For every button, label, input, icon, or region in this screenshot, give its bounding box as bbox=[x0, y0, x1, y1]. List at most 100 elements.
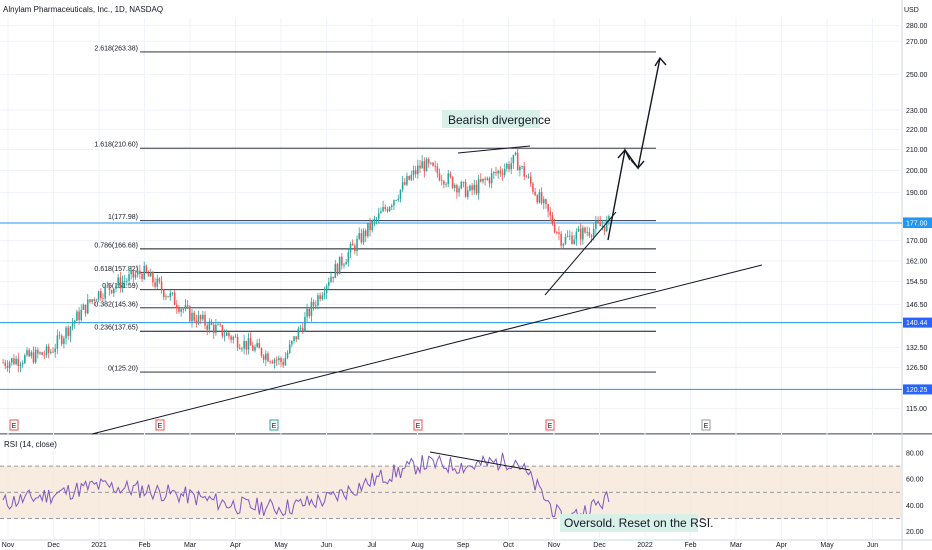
candle-body bbox=[362, 230, 365, 243]
candle-body bbox=[60, 335, 63, 344]
candle-body bbox=[493, 171, 495, 174]
candle-body bbox=[34, 349, 37, 363]
time-tick-label: Jul bbox=[368, 542, 377, 549]
candle-body bbox=[345, 262, 347, 265]
rsi-tick-label: 60.00 bbox=[906, 477, 924, 484]
candle-body bbox=[254, 346, 256, 351]
candle-body bbox=[438, 173, 441, 181]
candle-body bbox=[215, 324, 217, 333]
candle-body bbox=[469, 185, 471, 191]
candle-body bbox=[582, 227, 584, 240]
candle-body bbox=[26, 350, 28, 356]
candle-body bbox=[592, 228, 595, 237]
candle-body bbox=[319, 295, 321, 300]
candle-body bbox=[356, 238, 358, 251]
candle-body bbox=[334, 264, 337, 278]
candle-body bbox=[338, 256, 341, 275]
candle-body bbox=[562, 243, 565, 246]
price-tick-label: 220.00 bbox=[906, 127, 928, 134]
fib-level-label: 0(125.20) bbox=[108, 366, 138, 373]
candle-body bbox=[210, 321, 213, 325]
candle-body bbox=[180, 309, 182, 312]
candle-body bbox=[269, 361, 271, 363]
candle-body bbox=[293, 336, 295, 341]
candle-body bbox=[284, 357, 287, 366]
rsi-tick-label: 80.00 bbox=[906, 451, 924, 458]
candles bbox=[2, 147, 610, 374]
candle-body bbox=[460, 181, 463, 189]
candle-body bbox=[332, 276, 334, 278]
horizontal-lines bbox=[0, 222, 902, 390]
candle-body bbox=[323, 293, 326, 296]
rebound-trendline bbox=[544, 211, 617, 296]
earnings-marker-label: E bbox=[704, 423, 709, 430]
candle-body bbox=[252, 345, 254, 351]
candle-body bbox=[464, 181, 467, 197]
candle-body bbox=[132, 270, 135, 278]
candle-body bbox=[497, 170, 499, 174]
rsi-label: RSI (14, close) bbox=[4, 440, 57, 449]
candle-body bbox=[108, 285, 111, 290]
candle-body bbox=[278, 358, 280, 361]
candle-body bbox=[447, 173, 450, 184]
candle-body bbox=[597, 221, 599, 223]
candle-body bbox=[390, 205, 393, 208]
price-tick-label: 190.00 bbox=[906, 190, 928, 197]
candle-body bbox=[189, 306, 191, 322]
candle-body bbox=[265, 353, 267, 360]
candle-body bbox=[86, 299, 89, 314]
candle-body bbox=[512, 154, 515, 164]
earnings-marker-label: E bbox=[416, 423, 421, 430]
oversold-annotation: Oversold. Reset on the RSI. bbox=[560, 514, 713, 532]
price-tag-label: 177.00 bbox=[906, 221, 928, 228]
candle-body bbox=[343, 264, 345, 266]
candle-body bbox=[590, 235, 593, 237]
candle-body bbox=[212, 324, 215, 333]
candle-body bbox=[349, 243, 352, 253]
candle-body bbox=[367, 223, 369, 237]
candle-body bbox=[208, 321, 211, 330]
candle-body bbox=[117, 277, 119, 286]
candle-body bbox=[575, 231, 578, 240]
candle-body bbox=[456, 185, 458, 193]
candle-body bbox=[404, 182, 406, 185]
candle-body bbox=[458, 188, 460, 193]
rsi-line bbox=[2, 452, 610, 529]
time-tick-label: Nov bbox=[2, 542, 15, 549]
candle-body bbox=[573, 239, 575, 244]
candle-body bbox=[577, 228, 580, 232]
oversold-annotation-text: Oversold. Reset on the RSI. bbox=[564, 516, 713, 530]
candle-body bbox=[508, 163, 510, 170]
price-tick-label: 154.50 bbox=[906, 279, 928, 286]
price-tick-label: 162.00 bbox=[906, 259, 928, 266]
fib-level-label: 0.382(145.36) bbox=[94, 301, 138, 308]
candle-body bbox=[371, 220, 374, 231]
earnings-marker bbox=[155, 419, 165, 431]
price-tick-label: 270.00 bbox=[906, 39, 928, 46]
candle-body bbox=[139, 270, 141, 275]
candle-body bbox=[275, 359, 278, 361]
candle-body bbox=[202, 314, 204, 320]
candle-body bbox=[308, 308, 311, 317]
candle-body bbox=[395, 200, 397, 201]
fib-levels: 2.618(263.38) 1.618(210.60) 1(177.98) 0.786… bbox=[94, 45, 656, 373]
earnings-marker-label: E bbox=[12, 423, 17, 430]
candle-body bbox=[605, 219, 608, 232]
candle-body bbox=[154, 282, 156, 287]
candle-body bbox=[536, 195, 539, 203]
candle-body bbox=[466, 190, 469, 197]
candle-body bbox=[484, 178, 486, 180]
candle-body bbox=[167, 296, 169, 298]
candle-body bbox=[221, 325, 224, 337]
price-tick-label: 132.50 bbox=[906, 345, 928, 352]
candle-body bbox=[89, 299, 91, 302]
candle-body bbox=[558, 232, 560, 234]
projection-path bbox=[607, 57, 661, 241]
candle-body bbox=[282, 362, 284, 366]
candle-body bbox=[17, 358, 20, 367]
candle-body bbox=[432, 162, 434, 166]
price-tick-label: 200.00 bbox=[906, 168, 928, 175]
candle-body bbox=[102, 297, 104, 299]
candle-body bbox=[488, 178, 491, 184]
